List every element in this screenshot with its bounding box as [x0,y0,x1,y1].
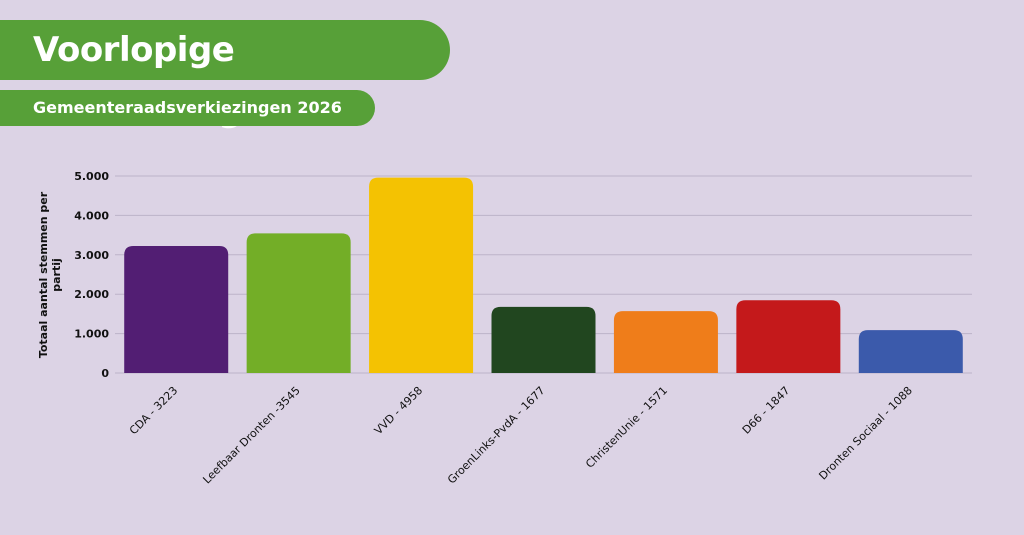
y-tick-label: 0 [101,367,109,380]
bar [736,300,841,373]
bar [369,177,474,373]
y-axis-title-line: partij [50,258,63,292]
bar [491,306,596,373]
x-category-label: GroenLinks-PvdA - 1677 [445,384,548,487]
y-tick-label: 3.000 [74,249,109,262]
bar [858,330,963,373]
x-category-label: CDA - 3223 [127,384,180,437]
bars [124,177,963,373]
y-tick-label: 1.000 [74,328,109,341]
y-axis-title: Totaal aantal stemmen perpartij [37,191,63,358]
title-banner: Voorlopige einduitslag [0,20,450,130]
subtitle-banner: Gemeenteraadsverkiezingen 2026 [0,90,375,126]
bar [613,311,718,373]
bar [124,246,229,373]
y-axis-title-line: Totaal aantal stemmen per [37,191,50,358]
x-category-label: D66 - 1847 [740,384,793,437]
x-category-label: Dronten Sociaal - 1088 [816,384,915,483]
x-category-label: ChristenUnie - 1571 [583,384,670,471]
y-axis-ticks: 0 1.000 2.000 3.000 4.000 5.000 [74,170,109,380]
bar [246,233,351,373]
x-category-label: Leefbaar Dronten -3545 [200,384,302,486]
y-tick-label: 2.000 [74,288,109,301]
x-category-label: VVD - 4958 [372,384,425,437]
y-tick-label: 5.000 [74,170,109,183]
x-axis-labels: CDA - 3223 Leefbaar Dronten -3545 VVD - 49… [127,384,915,487]
y-tick-label: 4.000 [74,209,109,222]
chart-subtitle: Gemeenteraadsverkiezingen 2026 [33,98,342,117]
